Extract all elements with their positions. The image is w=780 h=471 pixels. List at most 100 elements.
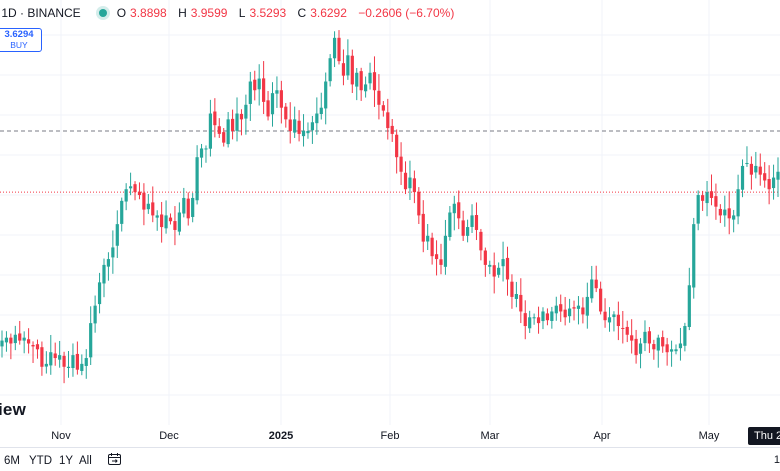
price-chart[interactable] bbox=[0, 0, 780, 425]
candle-body bbox=[758, 166, 762, 175]
candle-body bbox=[133, 184, 137, 193]
candle-body bbox=[115, 224, 119, 246]
candle-body bbox=[253, 79, 257, 91]
candle bbox=[572, 300, 576, 321]
buy-button[interactable]: 3.6294 BUY bbox=[0, 28, 42, 52]
range-6m-button[interactable]: 6M bbox=[4, 455, 20, 467]
market-status-icon bbox=[98, 9, 107, 17]
candle bbox=[328, 54, 332, 87]
candle-body bbox=[364, 84, 368, 92]
candle bbox=[665, 337, 669, 366]
candle bbox=[452, 195, 456, 231]
candle bbox=[638, 338, 643, 369]
candle-body bbox=[749, 163, 753, 175]
candle-body bbox=[714, 196, 718, 207]
candle bbox=[395, 129, 399, 174]
candle bbox=[457, 190, 461, 230]
candle-body bbox=[745, 163, 749, 165]
range-1y-button[interactable]: 1Y bbox=[59, 455, 74, 467]
candle-body bbox=[443, 235, 448, 267]
candle bbox=[434, 240, 439, 276]
open-value: 3.8898 bbox=[130, 6, 167, 20]
candle-body bbox=[572, 307, 576, 309]
candle-body bbox=[736, 189, 740, 217]
candle bbox=[763, 162, 767, 188]
tradingview-logo[interactable]: iew bbox=[0, 400, 27, 419]
candle-body bbox=[732, 215, 736, 220]
candle-body bbox=[647, 331, 652, 344]
candle-body bbox=[563, 309, 567, 318]
candle bbox=[359, 67, 363, 101]
candle bbox=[541, 307, 545, 330]
candle-body bbox=[155, 215, 159, 218]
candle bbox=[523, 300, 527, 340]
candle-body bbox=[452, 203, 456, 214]
change-value: −0.2606 (−6.70%) bbox=[358, 6, 455, 20]
bottom-toolbar: 6M YTD 1Y All bbox=[0, 447, 780, 471]
open-key: O bbox=[116, 6, 127, 20]
candle-body bbox=[492, 265, 496, 277]
candle-body bbox=[9, 337, 13, 344]
candle bbox=[514, 281, 518, 308]
candle-body bbox=[66, 366, 71, 368]
candle bbox=[89, 306, 93, 366]
candle-body bbox=[621, 327, 625, 329]
crosshair-date-label: Thu 29 bbox=[748, 427, 780, 445]
calendar-icon[interactable] bbox=[108, 453, 121, 465]
candle-body bbox=[439, 259, 443, 265]
candle-body bbox=[75, 353, 79, 370]
candle-body bbox=[102, 264, 106, 284]
candle bbox=[364, 76, 368, 98]
candle bbox=[448, 206, 452, 241]
candle bbox=[683, 322, 687, 352]
candle-body bbox=[248, 81, 252, 104]
time-axis[interactable]: Nov Dec 2025 Feb Mar Apr May bbox=[0, 425, 780, 445]
candle bbox=[678, 327, 683, 361]
candle bbox=[421, 200, 425, 253]
candle bbox=[758, 153, 762, 186]
candle-body bbox=[727, 208, 731, 219]
candle bbox=[603, 298, 607, 328]
candle bbox=[199, 143, 204, 168]
candle-body bbox=[488, 264, 492, 267]
candle bbox=[324, 72, 328, 125]
candle bbox=[581, 297, 585, 324]
candle-body bbox=[381, 105, 385, 111]
candle-body bbox=[754, 165, 758, 173]
candle-body bbox=[297, 120, 301, 134]
candle bbox=[58, 340, 62, 368]
candle-body bbox=[559, 304, 563, 312]
candle bbox=[701, 190, 705, 211]
candle bbox=[284, 103, 288, 128]
candle-body bbox=[168, 217, 173, 222]
candle-body bbox=[337, 37, 341, 62]
symbol-header: · 1D · BINANCE O 3.8898 H 3.9599 L 3.5293 C… bbox=[0, 0, 454, 26]
candle-body bbox=[111, 247, 115, 258]
candle-body bbox=[279, 90, 283, 108]
candle-body bbox=[58, 355, 62, 360]
candle bbox=[319, 92, 323, 120]
candle-body bbox=[89, 323, 93, 358]
candle bbox=[13, 325, 17, 351]
candle bbox=[408, 160, 412, 201]
candle bbox=[297, 110, 301, 142]
candle bbox=[607, 307, 612, 332]
symbol-label[interactable]: · 1D · BINANCE bbox=[0, 6, 81, 20]
x-axis-label: 2025 bbox=[268, 430, 294, 442]
candle bbox=[443, 219, 448, 275]
candle bbox=[771, 164, 776, 200]
candle-body bbox=[616, 314, 620, 327]
candle-body bbox=[257, 78, 261, 90]
range-all-button[interactable]: All bbox=[79, 455, 92, 467]
candle-body bbox=[235, 113, 239, 131]
candle-body bbox=[204, 148, 208, 150]
candle bbox=[466, 219, 470, 243]
candle bbox=[621, 310, 625, 344]
candle-body bbox=[328, 58, 332, 82]
candle bbox=[492, 252, 496, 294]
candle bbox=[355, 68, 359, 101]
candle bbox=[426, 223, 430, 250]
range-ytd-button[interactable]: YTD bbox=[29, 455, 52, 467]
candle bbox=[182, 187, 186, 218]
candle-body bbox=[230, 118, 235, 131]
